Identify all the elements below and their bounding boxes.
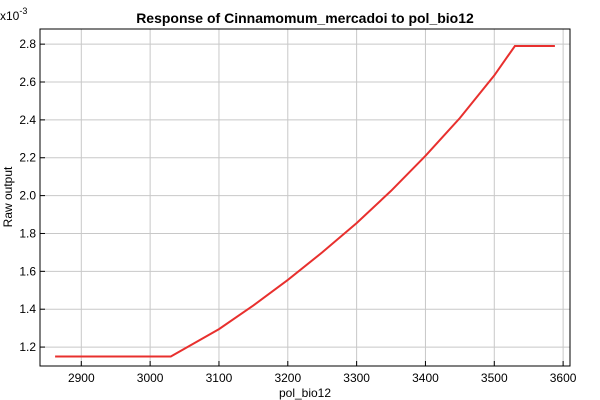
axis-ticks: 2900 3000 3100 3200 3300 3400 3500 3600 1.2 1.4 1.… bbox=[19, 37, 576, 385]
y-tick-label: 2.2 bbox=[19, 151, 36, 165]
x-tick-label: 3000 bbox=[137, 371, 164, 385]
x-tick-label: 3100 bbox=[206, 371, 233, 385]
y-multiplier: x10-3 bbox=[0, 6, 27, 23]
x-tick-label: 3300 bbox=[343, 371, 370, 385]
y-tick-label: 1.6 bbox=[19, 264, 36, 278]
chart-title: Response of Cinnamomum_mercadoi to pol_b… bbox=[136, 10, 474, 26]
y-tick-label: 1.8 bbox=[19, 226, 36, 240]
x-tick-label: 3500 bbox=[481, 371, 508, 385]
response-line bbox=[55, 45, 555, 358]
x-axis-label: pol_bio12 bbox=[279, 386, 331, 400]
x-tick-label: 2900 bbox=[68, 371, 95, 385]
x-tick-label: 3400 bbox=[412, 371, 439, 385]
y-tick-label: 2.4 bbox=[19, 113, 36, 127]
grid bbox=[40, 29, 570, 366]
y-tick-label: 1.4 bbox=[19, 302, 36, 316]
y-tick-label: 2.8 bbox=[19, 37, 36, 51]
y-tick-label: 2.6 bbox=[19, 75, 36, 89]
y-axis-label: Raw output bbox=[1, 166, 15, 227]
x-tick-label: 3200 bbox=[274, 371, 301, 385]
x-tick-label: 3600 bbox=[550, 371, 577, 385]
plot-frame bbox=[39, 28, 571, 367]
y-tick-label: 1.2 bbox=[19, 340, 36, 354]
y-tick-label: 2.0 bbox=[19, 189, 36, 203]
